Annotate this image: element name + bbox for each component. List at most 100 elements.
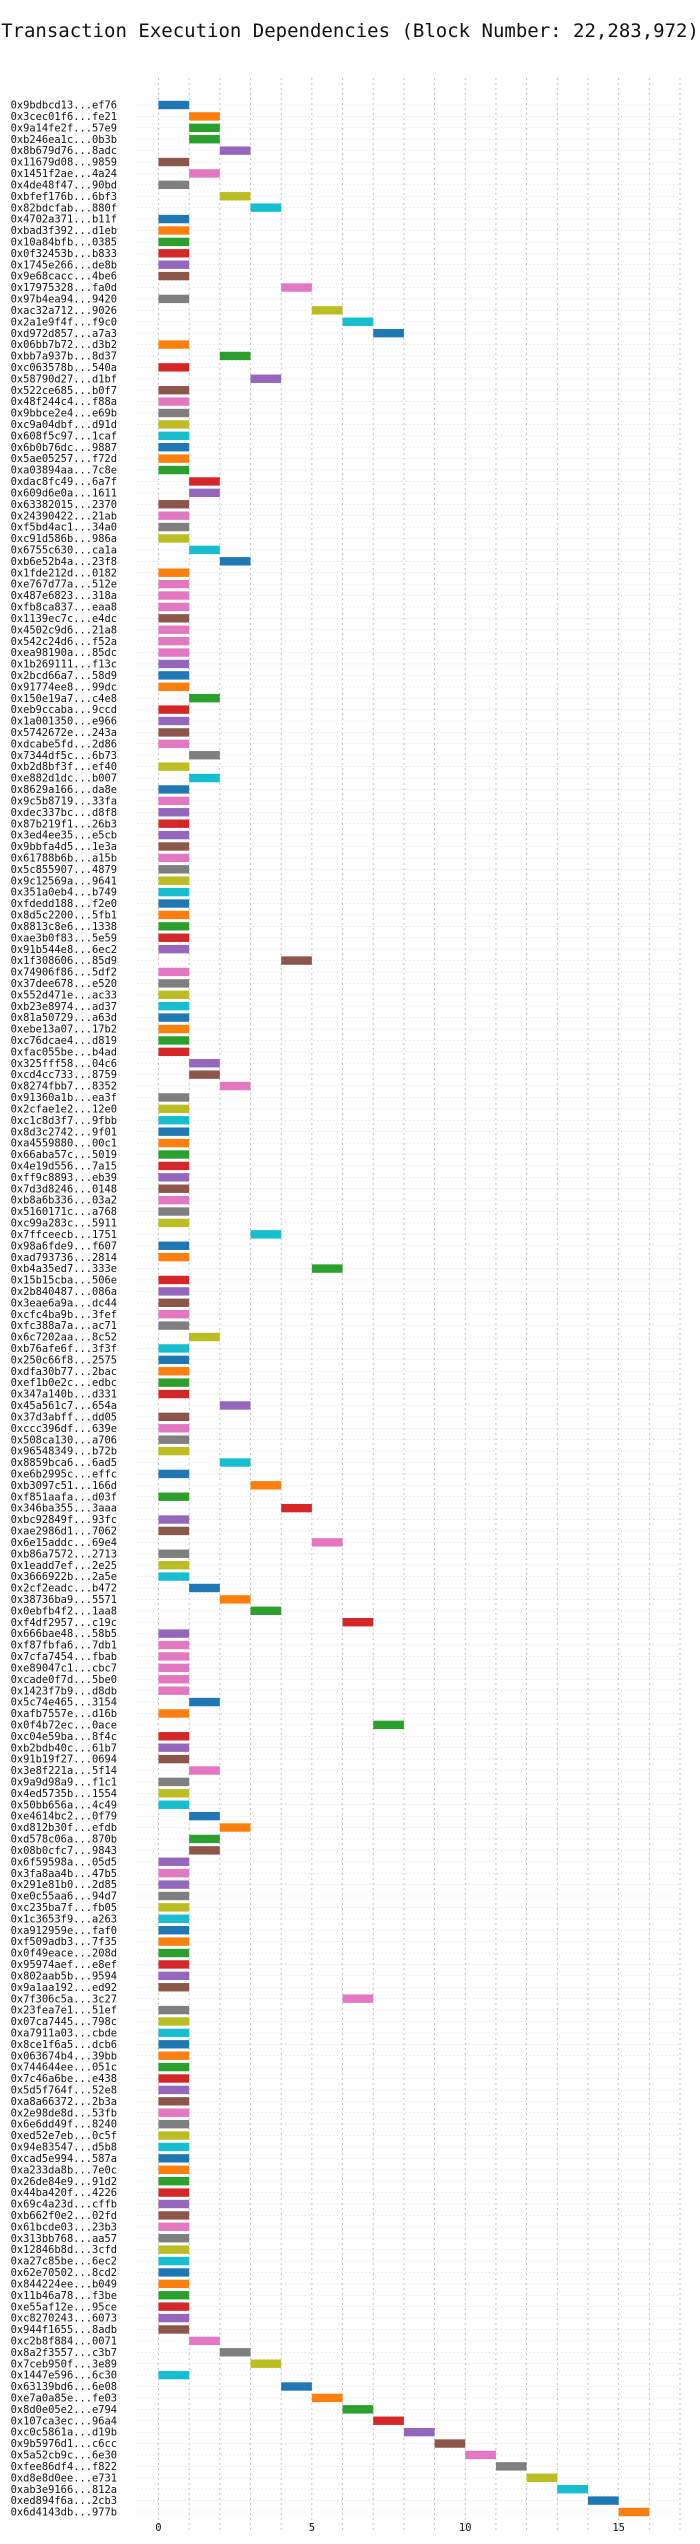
task-bar bbox=[373, 328, 404, 338]
row-label: 0xe6b2995c...effc bbox=[11, 1469, 117, 1481]
row-label: 0x48f244c4...f88a bbox=[11, 396, 117, 408]
task-bar bbox=[158, 1743, 190, 1752]
task-bar bbox=[158, 1389, 190, 1399]
task-bar bbox=[158, 796, 190, 806]
task-bar bbox=[158, 1686, 190, 1695]
task-bar bbox=[311, 306, 343, 315]
task-bar bbox=[158, 1983, 190, 1992]
row-label: 0xb4a35ed7...333e bbox=[11, 1263, 117, 1275]
task-bar bbox=[158, 944, 190, 954]
row-label: 0xdec337bc...d8f8 bbox=[11, 807, 117, 819]
chart-title: Transaction Execution Dependencies (Bloc… bbox=[1, 20, 699, 42]
task-bar bbox=[158, 762, 190, 771]
task-bar bbox=[158, 933, 190, 942]
row-label: 0x11b46a78...f3be bbox=[11, 2290, 117, 2302]
task-bar bbox=[158, 808, 190, 817]
row-label: 0xc99a283c...5911 bbox=[11, 1218, 117, 1230]
task-bar bbox=[158, 1321, 190, 1330]
row-label: 0x15b15cba...506e bbox=[11, 1275, 117, 1287]
task-bar bbox=[158, 876, 190, 885]
row-label: 0x1b269111...f13c bbox=[11, 659, 117, 671]
task-bar bbox=[250, 203, 282, 212]
task-bar bbox=[158, 2313, 190, 2323]
row-label: 0x3fa8aa4b...47b5 bbox=[11, 1868, 117, 1880]
row-label: 0xe882d1dc...b007 bbox=[11, 773, 117, 785]
task-bar bbox=[250, 1230, 282, 1239]
row-label: 0x1c3653f9...a263 bbox=[11, 1913, 117, 1925]
row-label: 0x6755c630...ca1a bbox=[11, 544, 117, 556]
row-label: 0x7c46a6be...e438 bbox=[11, 2073, 117, 2085]
task-bar bbox=[158, 1298, 190, 1307]
task-bar bbox=[219, 1458, 251, 1467]
row-label: 0xa233da8b...7e0c bbox=[11, 2164, 117, 2176]
row-label: 0xd8e8d0ee...e731 bbox=[11, 2472, 117, 2484]
task-bar bbox=[158, 249, 190, 258]
row-label: 0x37dee678...e520 bbox=[11, 978, 117, 990]
row-label: 0xe0c55aa6...94d7 bbox=[11, 1891, 117, 1903]
row-label: 0x6f59598a...05d5 bbox=[11, 1856, 117, 1868]
task-bar bbox=[158, 1435, 190, 1444]
row-label: 0x1eadd7ef...2e25 bbox=[11, 1560, 117, 1572]
row-label: 0x063674b4...39bb bbox=[11, 2050, 117, 2062]
task-bar bbox=[158, 1127, 190, 1136]
task-bar bbox=[158, 454, 190, 463]
row-label: 0xa4559880...00c1 bbox=[11, 1138, 117, 1150]
row-label: 0x74906f86...5df2 bbox=[11, 967, 117, 979]
row-label: 0xeb9ccaba...9ccd bbox=[11, 704, 117, 716]
row-label: 0x2e98de8d...53fb bbox=[11, 2107, 117, 2119]
task-bar bbox=[158, 1891, 190, 1901]
row-label: 0x8274fbb7...8352 bbox=[11, 1081, 117, 1093]
row-label: 0xfee86df4...f822 bbox=[11, 2461, 117, 2473]
row-label: 0x5d5f764f...52e8 bbox=[11, 2085, 117, 2097]
row-label: 0xdac8fc49...6a7f bbox=[11, 476, 117, 488]
task-bar bbox=[158, 511, 190, 520]
row-label: 0xa27c85be...6ec2 bbox=[11, 2256, 117, 2268]
task-bar bbox=[158, 648, 190, 657]
task-bar bbox=[158, 385, 190, 395]
row-label: 0xef1b0e2c...edbc bbox=[11, 1377, 117, 1389]
row-label: 0x8629a166...da8e bbox=[11, 784, 117, 796]
task-bar bbox=[189, 545, 220, 555]
task-bar bbox=[465, 2450, 496, 2460]
task-bar bbox=[158, 2370, 190, 2380]
task-bar bbox=[189, 1697, 220, 1707]
task-bar bbox=[189, 1766, 220, 1775]
task-bar bbox=[158, 1926, 190, 1935]
task-bar bbox=[158, 636, 190, 646]
task-bar bbox=[189, 112, 220, 121]
task-bar bbox=[158, 853, 190, 863]
task-bar bbox=[158, 1732, 190, 1741]
task-bar bbox=[311, 2393, 343, 2403]
task-bar bbox=[158, 1789, 190, 1798]
task-bar bbox=[526, 2473, 558, 2482]
task-bar bbox=[403, 2427, 435, 2437]
row-label: 0x5ae05257...f72d bbox=[11, 453, 117, 465]
task-bar bbox=[158, 1663, 190, 1673]
task-bar bbox=[158, 579, 190, 589]
task-bar bbox=[189, 135, 220, 144]
task-bar bbox=[219, 1823, 251, 1832]
task-bar bbox=[189, 1583, 220, 1593]
row-label: 0x250c66f8...2575 bbox=[11, 1354, 117, 1366]
row-label: 0x107ca3ec...96a4 bbox=[11, 2415, 117, 2427]
row-label: 0x61bcde03...23b3 bbox=[11, 2221, 117, 2233]
task-bar bbox=[158, 910, 190, 920]
task-bar bbox=[158, 705, 190, 714]
row-label: 0xf851aafa...d03f bbox=[11, 1491, 117, 1503]
row-label: 0x58790d27...d1bf bbox=[11, 373, 117, 385]
row-label: 0x4de48f47...90bd bbox=[11, 179, 117, 191]
row-label: 0x24390422...21ab bbox=[11, 510, 117, 522]
task-bar bbox=[158, 659, 190, 669]
row-label: 0x0f49eace...208d bbox=[11, 1948, 117, 1960]
task-bar bbox=[158, 899, 190, 908]
task-bar bbox=[158, 1150, 190, 1159]
row-label: 0x10a84bfb...0385 bbox=[11, 236, 117, 248]
task-bar bbox=[158, 1138, 190, 1148]
row-label: 0xb2bdb40c...61b7 bbox=[11, 1742, 117, 1754]
row-label: 0x69c4a23d...cffb bbox=[11, 2199, 117, 2211]
task-bar bbox=[158, 2188, 190, 2197]
row-label: 0x2a1e9f4f...f9c0 bbox=[11, 316, 117, 328]
task-bar bbox=[373, 1720, 404, 1730]
row-label: 0x17975328...fa0d bbox=[11, 282, 117, 294]
row-label: 0x4502c9d6...21a8 bbox=[11, 624, 117, 636]
